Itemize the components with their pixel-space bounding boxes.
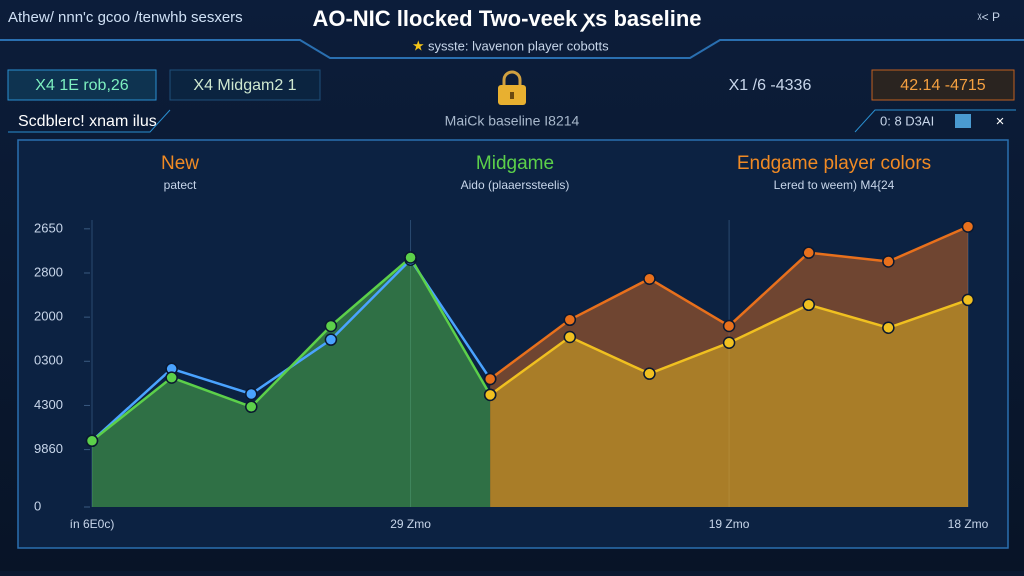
lock-icon xyxy=(498,70,526,105)
y-tick-label: 4300 xyxy=(34,397,63,412)
stat: X1 /6 -4336 xyxy=(729,77,812,94)
point xyxy=(643,272,656,285)
icon[interactable] xyxy=(955,114,971,128)
area xyxy=(490,299,968,507)
area xyxy=(490,226,968,507)
point xyxy=(961,220,975,233)
stat: X4 1E rob,26 xyxy=(35,77,129,94)
stat: X4 Midgam2 1 xyxy=(193,77,296,94)
y-tick-label: 2000 xyxy=(34,309,63,324)
corner: ᵡ< P xyxy=(978,10,1000,24)
point xyxy=(165,371,178,384)
x-tick-label: ín 6E0c) xyxy=(70,517,115,531)
legend-subtitle: Aido (plaaerssteelis) xyxy=(461,178,570,192)
title: AO-NIC llocked Two-veek ꭗs baseline xyxy=(312,6,701,32)
point xyxy=(85,434,99,448)
y-tick-label: 0300 xyxy=(34,353,63,368)
line xyxy=(91,255,492,442)
point xyxy=(722,336,736,349)
close-button[interactable]: × xyxy=(996,113,1005,130)
point xyxy=(882,255,895,268)
breadcrumb: Athew/ nnn'c gcoo /tenwhb sesxers xyxy=(8,9,243,26)
panel-frame xyxy=(854,109,1016,133)
point xyxy=(563,330,577,344)
legend-title: Endgame player colors xyxy=(737,153,931,174)
legend-title: New xyxy=(161,153,199,174)
y-tick-label: 2800 xyxy=(34,264,63,279)
point xyxy=(961,293,975,307)
legend-subtitle: Lered to weem) M4{24 xyxy=(774,178,895,192)
subtitle: sysste: lvavenon player cobotts xyxy=(428,38,609,53)
panel-center: MaiCk baseline I8214 xyxy=(445,113,580,129)
y-tick-label: 9860 xyxy=(34,441,63,456)
stat-box xyxy=(871,69,1015,101)
x-tick-label: 19 Zmo xyxy=(709,517,750,531)
point xyxy=(404,251,417,264)
point xyxy=(802,246,815,259)
plot: 0 9860 4300 0300 2000 2800 2650 ín 6E0c) 29 Zmo 1… xyxy=(34,220,989,531)
point xyxy=(882,321,895,334)
y-tick-label: 0 xyxy=(34,498,41,513)
point xyxy=(802,298,815,312)
point xyxy=(324,319,338,333)
top-frame xyxy=(0,39,1024,59)
point xyxy=(722,319,736,333)
x-tick-label: 18 Zmo xyxy=(948,517,989,531)
panel-frame xyxy=(8,109,171,133)
area xyxy=(92,257,491,507)
point xyxy=(483,388,497,402)
panel-title: Scdblerc! xnam ilus xyxy=(18,113,157,130)
legend-subtitle: patect xyxy=(164,178,197,192)
star: ★ xyxy=(412,38,425,54)
point xyxy=(245,387,258,401)
stat-box xyxy=(169,69,321,101)
stat-box xyxy=(7,69,157,101)
panel-right: 0: 8 D3AI xyxy=(880,113,934,128)
y-tick-label: 2650 xyxy=(34,220,63,235)
legend: New patect Midgame Aido (plaaerssteelis) End… xyxy=(161,153,931,192)
point xyxy=(483,372,497,386)
x-tick-label: 29 Zmo xyxy=(390,517,431,531)
point xyxy=(643,367,656,380)
chart-panel xyxy=(17,139,1009,549)
point xyxy=(245,400,258,414)
point xyxy=(324,333,338,346)
legend-title: Midgame xyxy=(476,153,554,174)
stat: 42.14 -4715 xyxy=(900,77,986,94)
point xyxy=(563,313,577,327)
